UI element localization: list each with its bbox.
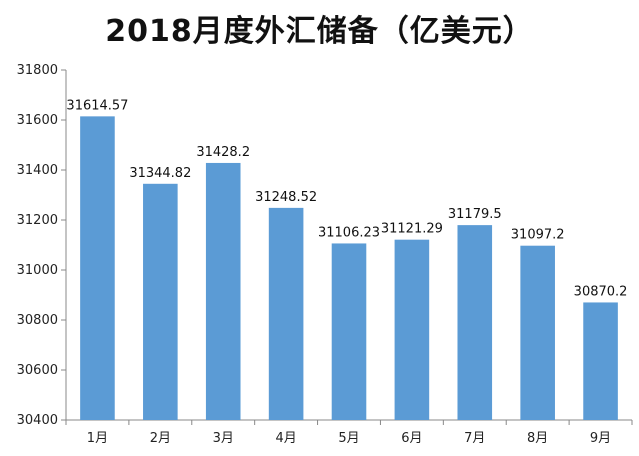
data-label: 31179.5 (448, 207, 502, 222)
x-tick-label: 1月 (87, 431, 108, 446)
y-tick-label: 30800 (17, 313, 58, 328)
bar (268, 207, 304, 420)
chart-title: 2018月度外汇储备（亿美元） (105, 14, 534, 49)
bar (394, 239, 430, 420)
data-label: 30870.2 (574, 284, 628, 299)
x-tick-label: 9月 (590, 431, 611, 446)
y-tick-label: 31400 (17, 163, 58, 178)
x-tick-label: 6月 (401, 431, 422, 446)
data-label: 31344.82 (129, 166, 191, 181)
y-tick-label: 31200 (17, 213, 58, 228)
x-tick-label: 8月 (527, 431, 548, 446)
y-tick-label: 30600 (17, 363, 58, 378)
bar (143, 183, 178, 420)
data-label: 31097.2 (511, 228, 565, 243)
bar (583, 302, 618, 420)
y-tick-label: 30400 (17, 413, 58, 428)
x-tick-label: 4月 (275, 431, 296, 446)
bar (520, 245, 555, 420)
data-label: 31248.52 (255, 190, 317, 205)
x-tick-label: 3月 (213, 431, 234, 446)
x-tick-label: 5月 (338, 431, 359, 446)
bar (457, 225, 493, 420)
data-label: 31121.29 (381, 222, 443, 237)
bar (80, 116, 115, 421)
data-label: 31428.2 (196, 145, 250, 160)
x-tick-label: 7月 (464, 431, 485, 446)
x-tick-label: 2月 (150, 431, 171, 446)
data-label: 31106.23 (318, 225, 380, 240)
y-tick-label: 31800 (17, 63, 58, 78)
data-label: 31614.57 (66, 98, 128, 113)
y-tick-label: 31000 (17, 263, 58, 278)
bar (331, 243, 367, 420)
y-tick-label: 31600 (17, 113, 58, 128)
bar (205, 162, 241, 420)
